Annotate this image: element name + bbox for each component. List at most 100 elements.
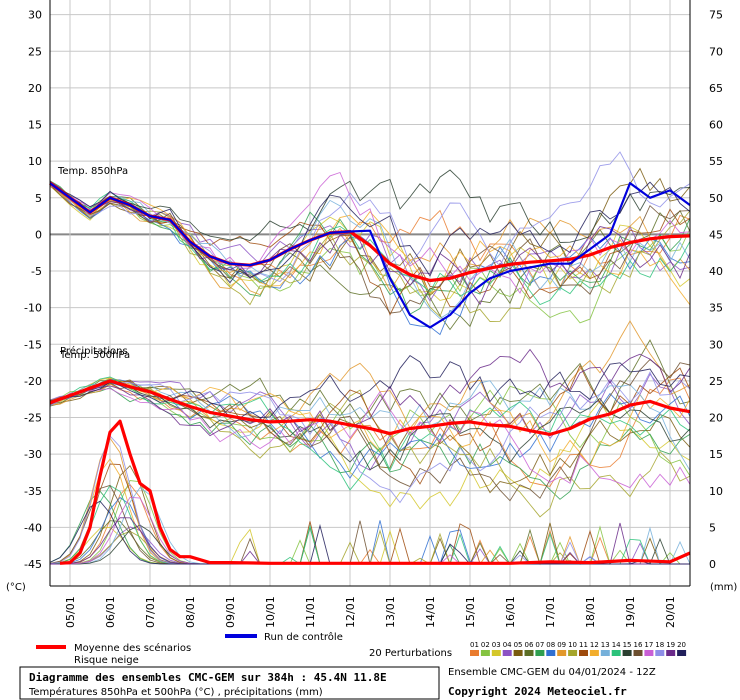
left-axis-unit: (°C) (6, 582, 26, 593)
member-number-label: 15 (623, 641, 632, 649)
run-info: Ensemble CMC-GEM du 04/01/2024 - 12Z (448, 667, 656, 678)
member-swatch (502, 650, 512, 656)
member-swatch (622, 650, 632, 656)
left-tick-label: 25 (28, 45, 42, 58)
perturbation-t500-line (49, 380, 691, 471)
member-number-label: 20 (677, 641, 686, 649)
right-tick-label: 45 (709, 228, 723, 241)
perturbation-t500-line (49, 373, 691, 471)
member-number-label: 11 (579, 641, 588, 649)
left-tick-label: -45 (24, 558, 42, 571)
member-number-label: 10 (568, 641, 577, 649)
chart-subtitle: Températures 850hPa et 500hPa (°C) , pré… (28, 686, 323, 698)
label-t500: Temp. 500hPa (59, 350, 130, 361)
member-number-label: 07 (535, 641, 544, 649)
chart-title: Diagramme des ensembles CMC-GEM sur 384h… (29, 671, 387, 684)
member-swatch (470, 650, 479, 656)
control-t850-line (49, 182, 691, 329)
label-precip: Précipitations (60, 345, 128, 357)
member-number-label: 13 (601, 641, 610, 649)
member-number-label: 05 (514, 641, 523, 649)
member-swatches: 01 02 03 04 05 06 07 08 09 10 11 12 13 14 15 16 17 18 19 20 (470, 641, 687, 656)
member-number-label: 04 (503, 641, 512, 649)
legend-control-label: Run de contrôle (264, 631, 343, 643)
member-swatch (633, 650, 643, 656)
perturbation-t850-line (49, 151, 691, 283)
right-tick-label: 30 (709, 338, 723, 351)
member-number-label: 19 (666, 641, 675, 649)
x-tick-label: 18/01 (584, 596, 597, 628)
right-tick-label: 5 (709, 521, 716, 534)
right-axis-unit: (mm) (710, 582, 737, 593)
left-tick-label: -20 (24, 375, 42, 388)
right-tick-label: 70 (709, 45, 723, 58)
member-swatch (611, 650, 621, 656)
x-tick-label: 08/01 (184, 596, 197, 628)
member-swatch (535, 650, 545, 656)
right-tick-label: 10 (709, 485, 723, 498)
member-swatch (579, 650, 588, 656)
member-swatch (524, 650, 534, 656)
left-tick-label: 20 (28, 82, 42, 95)
member-swatch (666, 650, 676, 656)
member-swatch (600, 650, 610, 656)
x-tick-label: 16/01 (504, 596, 517, 628)
x-tick-label: 09/01 (224, 596, 237, 628)
left-tick-label: 0 (35, 228, 42, 241)
right-tick-label: 0 (709, 558, 716, 571)
right-tick-label: 50 (709, 192, 723, 205)
x-tick-label: 11/01 (304, 596, 317, 628)
left-tick-label: 5 (35, 192, 42, 205)
legend-mean-label: Moyenne des scénarios (74, 642, 191, 654)
perturbation-t500-line (49, 339, 691, 422)
legend-perturbations-label: 20 Perturbations (369, 648, 452, 659)
main-lines (49, 181, 691, 565)
member-swatch (557, 650, 567, 656)
left-tick-label: -40 (24, 521, 42, 534)
left-tick-label: 10 (28, 155, 42, 168)
x-tick-label: 14/01 (424, 596, 437, 628)
left-tick-label: -30 (24, 448, 42, 461)
perturbation-t500-line (49, 358, 691, 502)
perturbation-t850-line (49, 184, 691, 314)
member-swatch (568, 650, 578, 656)
member-number-label: 18 (655, 641, 664, 649)
perturbation-t500-line (49, 377, 691, 487)
left-tick-label: 15 (28, 119, 42, 132)
left-tick-label: 30 (28, 9, 42, 22)
perturbation-precip-line (50, 480, 690, 566)
mean-precip-line (59, 419, 691, 565)
right-tick-label: 20 (709, 412, 723, 425)
perturbation-t850-line (49, 169, 691, 243)
title-box (19, 666, 440, 700)
member-number-label: 02 (481, 641, 490, 649)
x-tick-label: 10/01 (264, 596, 277, 628)
copyright: Copyright 2024 Meteociel.fr (448, 685, 627, 698)
member-number-label: 06 (525, 641, 534, 649)
member-number-label: 09 (557, 641, 566, 649)
x-tick-label: 17/01 (544, 596, 557, 628)
legend-snow-label: Risque neige (74, 655, 139, 666)
member-number-label: 12 (590, 641, 599, 649)
member-number-label: 08 (546, 641, 555, 649)
perturbation-t500-line (49, 320, 691, 434)
member-number-label: 03 (492, 641, 501, 649)
perturbation-t500-line (49, 355, 691, 419)
x-tick-label: 15/01 (464, 596, 477, 628)
perturbation-t850-line (49, 180, 691, 306)
right-tick-label: 35 (709, 302, 723, 315)
member-swatch (644, 650, 654, 656)
right-tick-label: 65 (709, 82, 723, 95)
member-swatch (480, 650, 490, 656)
x-tick-label: 20/01 (664, 596, 677, 628)
x-tick-label: 13/01 (384, 596, 397, 628)
left-tick-label: -25 (24, 412, 42, 425)
left-tick-label: -35 (24, 485, 42, 498)
member-swatch (677, 650, 687, 656)
perturbation-t850-line (49, 180, 691, 296)
left-tick-label: -15 (24, 338, 42, 351)
x-tick-label: 07/01 (144, 596, 157, 628)
right-tick-label: 55 (709, 155, 723, 168)
left-tick-label: -10 (24, 302, 42, 315)
member-number-label: 01 (470, 641, 479, 649)
